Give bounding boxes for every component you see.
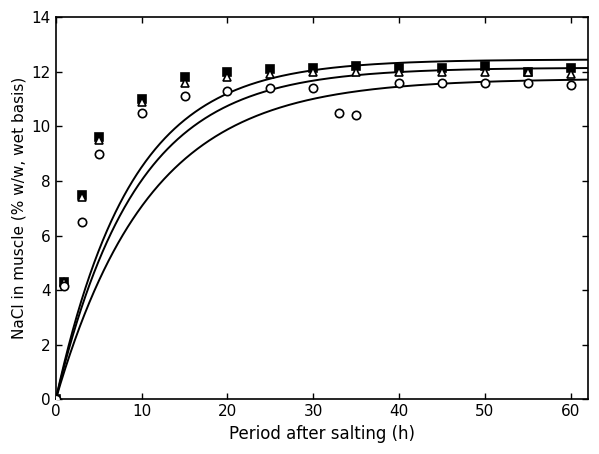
Y-axis label: NaCl in muscle (% w/w, wet basis): NaCl in muscle (% w/w, wet basis) [11,77,26,340]
X-axis label: Period after salting (h): Period after salting (h) [229,425,415,443]
